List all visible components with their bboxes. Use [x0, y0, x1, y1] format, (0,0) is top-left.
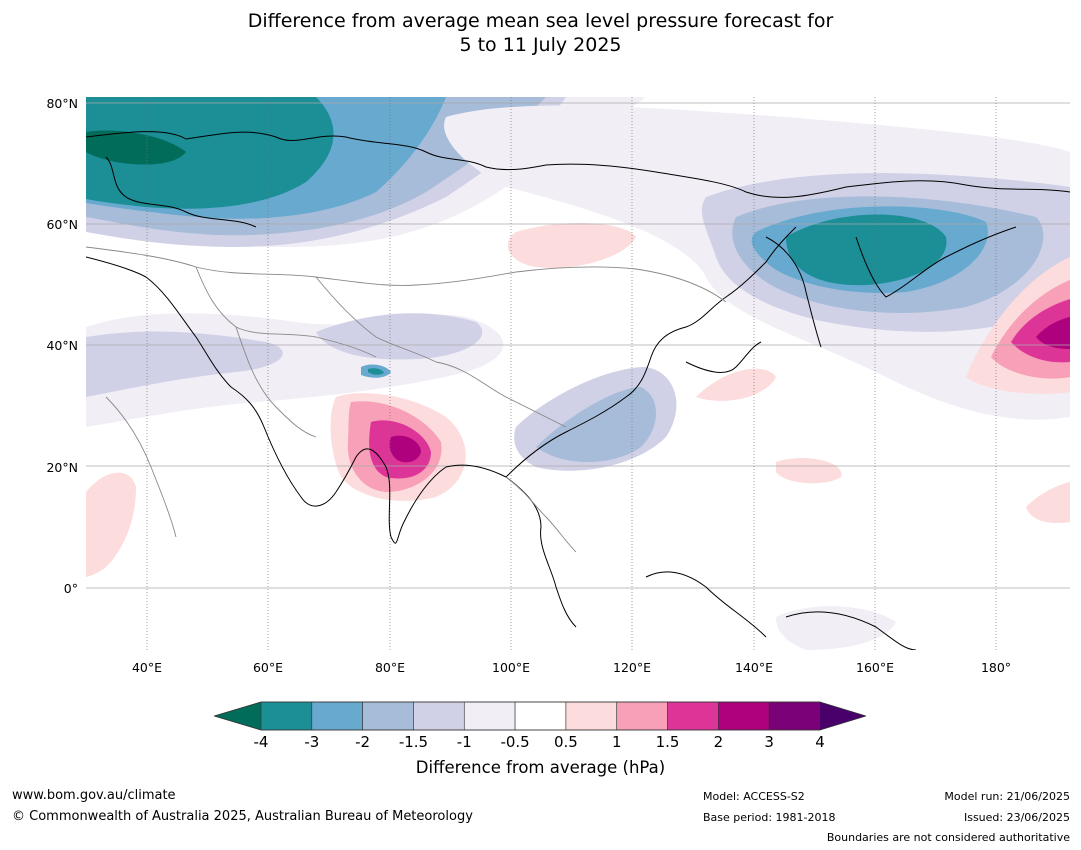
colorbar-cell — [616, 701, 668, 731]
colorbar-tick-label: 1.5 — [655, 733, 680, 751]
title-line-2: 5 to 11 July 2025 — [459, 34, 622, 56]
anomaly-high-west-pacific — [776, 457, 1070, 524]
coastlines — [86, 131, 1070, 650]
colorbar-label: Difference from average (hPa) — [415, 758, 666, 777]
lat-label-40n: 40°N — [46, 338, 78, 353]
copyright-text: © Commonwealth of Australia 2025, Austra… — [12, 809, 473, 824]
colorbar-cell — [667, 701, 719, 731]
colorbar-over-triangle — [820, 702, 866, 730]
lon-label-40e: 40°E — [131, 660, 163, 675]
issued-date: Issued: 23/06/2025 — [963, 811, 1070, 824]
colorbar-cell — [311, 701, 363, 731]
anomaly-low-northeast — [444, 105, 1070, 420]
colorbar-tick-label: 3 — [764, 733, 774, 751]
colorbar — [212, 700, 868, 736]
anomaly-high-mongolia — [507, 222, 636, 268]
anomaly-low-central-asia — [86, 313, 504, 427]
colorbar-tick-label: 4 — [815, 733, 825, 751]
lon-label-160e: 160°E — [855, 660, 895, 675]
lat-label-60n: 60°N — [46, 217, 78, 232]
pressure-anomaly-map — [86, 97, 1070, 650]
map-title: Difference from average mean sea level p… — [0, 9, 1081, 57]
anomaly-low-east-china — [514, 367, 677, 471]
base-period: Base period: 1981-2018 — [703, 811, 836, 824]
colorbar-tick-label: -1.5 — [398, 733, 429, 751]
boundaries-disclaimer: Boundaries are not considered authoritat… — [826, 831, 1070, 844]
model-name: Model: ACCESS-S2 — [703, 790, 805, 803]
lon-label-180: 180° — [980, 660, 1012, 675]
colorbar-cell — [260, 701, 313, 731]
map-canvas — [86, 97, 1070, 650]
colorbar-cell — [565, 701, 618, 731]
colorbar-cell — [362, 701, 414, 731]
colorbar-tick-label: 1 — [611, 733, 622, 751]
lon-label-100e: 100°E — [491, 660, 531, 675]
lat-label-20n: 20°N — [46, 460, 78, 475]
title-line-1: Difference from average mean sea level p… — [247, 10, 834, 32]
colorbar-cell — [463, 701, 516, 731]
lon-label-60e: 60°E — [252, 660, 284, 675]
anomaly-low-maritime — [776, 606, 896, 650]
colorbar-tick-label: -1 — [456, 733, 472, 751]
country-boundaries — [86, 246, 727, 553]
anomaly-high-india — [330, 393, 466, 501]
anomaly-high-arabia — [86, 472, 136, 577]
colorbar-cell — [413, 701, 465, 731]
colorbar-tick-label: -2 — [355, 733, 371, 751]
colorbar-tick-label: -4 — [253, 733, 269, 751]
colorbar-cell — [768, 701, 821, 731]
website-link[interactable]: www.bom.gov.au/climate — [12, 788, 176, 803]
anomaly-high-japan — [696, 368, 776, 401]
colorbar-under-triangle — [214, 702, 261, 730]
lon-label-80e: 80°E — [374, 660, 406, 675]
colorbar-tick-label: -3 — [304, 733, 320, 751]
colorbar-tick-label: 2 — [713, 733, 724, 751]
colorbar-cell — [718, 701, 770, 731]
colorbar-svg — [212, 701, 868, 731]
lat-label-0: 0° — [63, 581, 78, 596]
colorbar-tick-label: -0.5 — [500, 733, 530, 751]
lon-label-140e: 140°E — [734, 660, 774, 675]
model-run-date: Model run: 21/06/2025 — [944, 790, 1070, 803]
anomaly-high-pacific — [966, 257, 1070, 394]
meridians — [146, 97, 997, 650]
colorbar-cell — [514, 701, 567, 731]
colorbar-tick-label: 0.5 — [553, 733, 578, 751]
lat-label-80n: 80°N — [46, 96, 78, 111]
lon-label-120e: 120°E — [612, 660, 652, 675]
